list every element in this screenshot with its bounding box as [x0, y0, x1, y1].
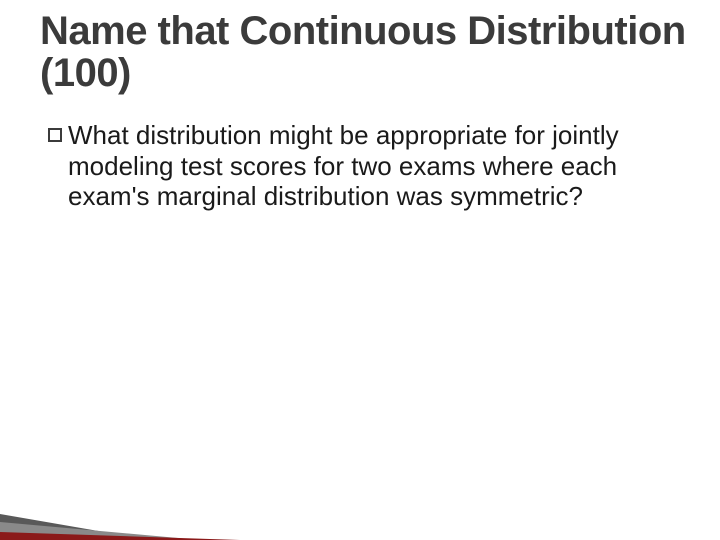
bullet-lead-word: What [68, 120, 129, 150]
square-bullet-icon [48, 128, 62, 142]
bullet-rest: distribution might be appropriate for jo… [68, 120, 619, 211]
slide: Name that Continuous Distribution (100) … [0, 0, 720, 540]
slide-body: What distribution might be appropriate f… [48, 120, 650, 212]
bullet-item: What distribution might be appropriate f… [48, 120, 650, 212]
bullet-text: What distribution might be appropriate f… [68, 120, 650, 212]
corner-accent-icon [0, 504, 240, 540]
slide-title: Name that Continuous Distribution (100) [40, 10, 690, 94]
